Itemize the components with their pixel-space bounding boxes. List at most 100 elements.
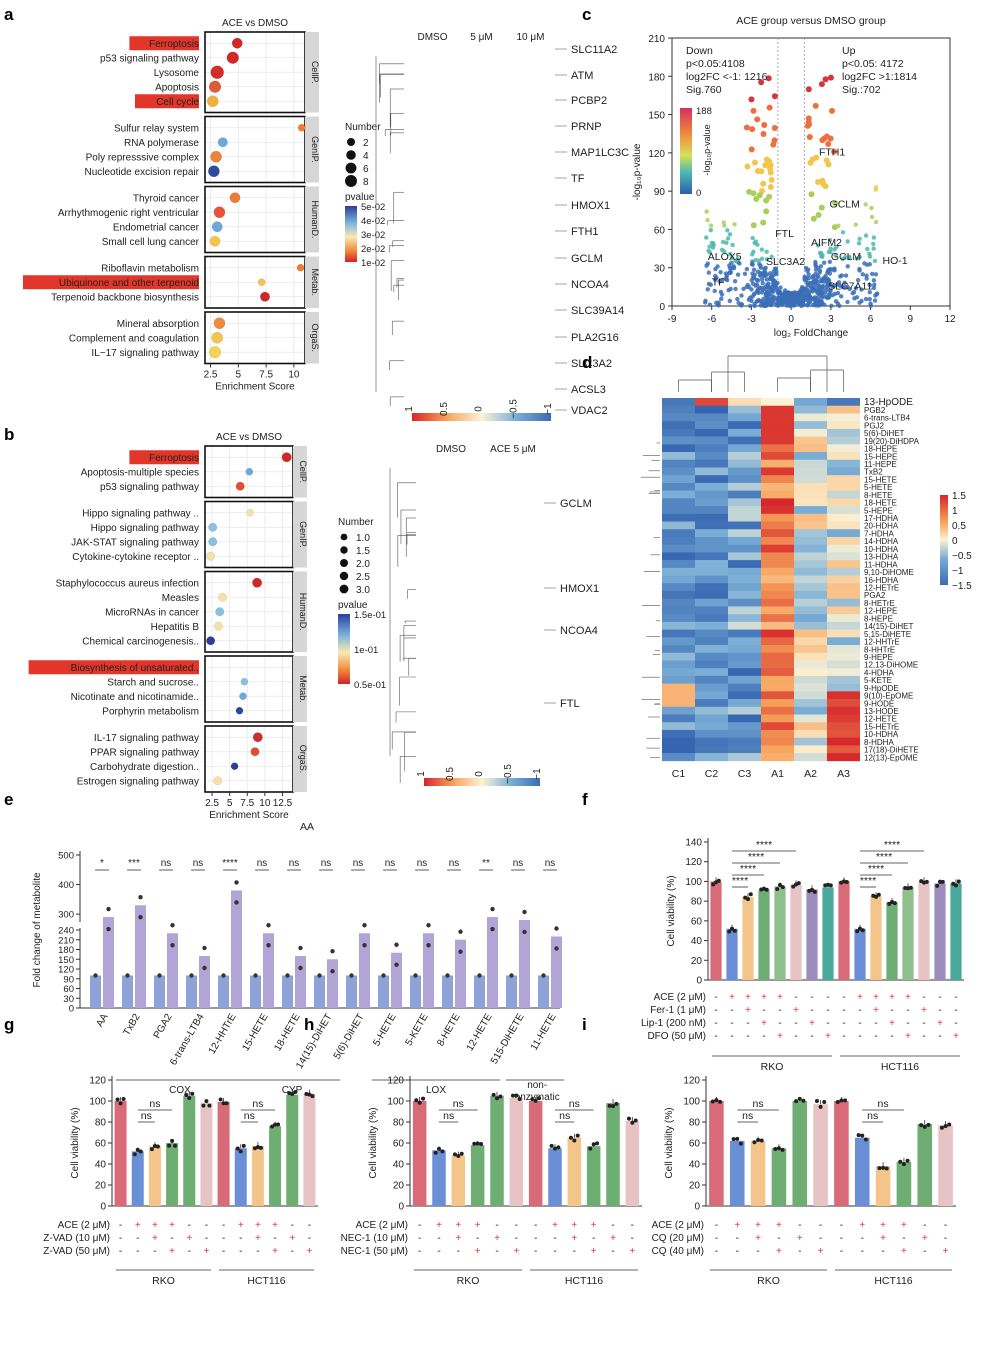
- viability-bar: [269, 1126, 282, 1206]
- volcano-point: [708, 223, 714, 228]
- volcano-point: [871, 235, 877, 240]
- heatmap-cell: [408, 46, 457, 50]
- heatmap-cell: [695, 398, 728, 407]
- data-point: [349, 973, 354, 978]
- treatment-sign: -: [826, 992, 829, 1003]
- gene-label: TF: [571, 173, 585, 185]
- heatmap-cell: [408, 253, 457, 258]
- heatmap-cell: [695, 598, 728, 607]
- heatmap-cell: [457, 105, 506, 109]
- x-tick-label: 10: [288, 370, 300, 381]
- heatmap-cell: [457, 280, 506, 284]
- heatmap-cell: [482, 570, 544, 574]
- heatmap-cell: [457, 143, 506, 148]
- treatment-sign: -: [188, 1246, 191, 1257]
- heatmap-cell: [408, 274, 457, 278]
- volcano-point: [707, 244, 712, 249]
- heatmap-cell: [482, 659, 544, 663]
- heatmap-cell: [761, 699, 794, 708]
- treatment-sign: -: [515, 1233, 518, 1244]
- heatmap-cell: [794, 413, 827, 422]
- heatmap-cell: [662, 444, 695, 453]
- heatmap-cell: [794, 668, 827, 677]
- volcano-point: [771, 125, 778, 132]
- treatment-label: ACE (2 μM): [654, 992, 706, 1003]
- heatmap-cell: [408, 262, 457, 266]
- heatmap-cell: [662, 629, 695, 638]
- heatmap-cell: [408, 176, 457, 180]
- treatment-sign: -: [418, 1246, 421, 1257]
- y-tick-label: 60: [63, 984, 74, 995]
- heatmap-cell: [457, 209, 506, 213]
- heatmap-cell: [506, 369, 555, 373]
- volcano-point: [872, 298, 878, 303]
- significance-label: *: [100, 858, 104, 869]
- volcano-point: [819, 137, 826, 144]
- heatmap-cell: [457, 354, 506, 358]
- heatmap-cell: [482, 710, 544, 714]
- volcano-point: [822, 290, 828, 295]
- volcano-point: [760, 219, 767, 226]
- treatment-sign: +: [571, 1220, 577, 1231]
- gene-label: GCLM: [560, 498, 592, 510]
- volcano-point: [769, 285, 774, 290]
- heatmap-cell: [420, 749, 482, 753]
- heatmap-cell: [728, 668, 761, 677]
- heatmap-cell: [408, 271, 457, 275]
- data-point: [132, 1152, 137, 1157]
- heatmap-cell: [695, 529, 728, 538]
- data-point: [591, 1142, 596, 1147]
- heatmap-cell: [482, 516, 544, 520]
- bar-ace: [199, 956, 210, 1008]
- heatmap-cell: [408, 315, 457, 320]
- heatmap-scale-label: 0: [474, 406, 485, 412]
- heatmap-cell: [506, 102, 555, 106]
- volcano-point: [745, 282, 750, 288]
- heatmap-cell: [457, 99, 506, 103]
- heatmap-cell: [761, 482, 794, 491]
- heatmap-cell: [408, 345, 457, 349]
- heatmap-cell: [420, 609, 482, 613]
- treatment-sign: -: [495, 1246, 498, 1257]
- volcano-point: [767, 301, 773, 306]
- heatmap-cell: [408, 51, 457, 56]
- heatmap-cell: [506, 120, 555, 124]
- gene-label: ATM: [571, 70, 593, 82]
- data-point: [273, 1122, 278, 1127]
- heatmap-cell: [827, 668, 860, 677]
- gene-label: GCLM: [571, 253, 603, 265]
- heatmap-cell: [482, 539, 544, 543]
- heatmap-cell: [794, 652, 827, 661]
- volcano-point: [865, 246, 870, 252]
- treatment-sign: +: [937, 1018, 943, 1029]
- data-point: [924, 879, 929, 884]
- data-point: [764, 887, 769, 892]
- significance-label: ns: [449, 858, 460, 869]
- heatmap-cell: [506, 298, 555, 302]
- significance-label: ns: [867, 1110, 878, 1122]
- treatment-sign: -: [954, 1005, 957, 1016]
- heatmap-cell: [794, 560, 827, 569]
- volcano-point: [708, 228, 713, 233]
- volcano-point: [750, 274, 756, 280]
- heatmap-cell: [420, 718, 482, 722]
- treatment-sign: -: [861, 1246, 864, 1257]
- y-tick-label: 300: [58, 910, 74, 921]
- heatmap-cell: [408, 135, 457, 139]
- viability-bar: [790, 884, 802, 980]
- y-tick-label: 120: [387, 1076, 404, 1087]
- treatment-sign: -: [736, 1246, 739, 1257]
- heatmap-cell: [506, 357, 555, 361]
- bar-ace: [103, 917, 114, 1008]
- heatmap-cell: [662, 737, 695, 746]
- treatment-sign: +: [889, 1018, 895, 1029]
- heatmap-cell: [408, 161, 457, 166]
- y-tick-label: 60: [393, 1139, 405, 1150]
- bar-dmso: [410, 975, 421, 1008]
- y-tick-label: 20: [691, 956, 703, 967]
- data-point: [221, 1101, 226, 1106]
- heatmap-cell: [408, 149, 457, 154]
- heatmap-cell: [408, 351, 457, 355]
